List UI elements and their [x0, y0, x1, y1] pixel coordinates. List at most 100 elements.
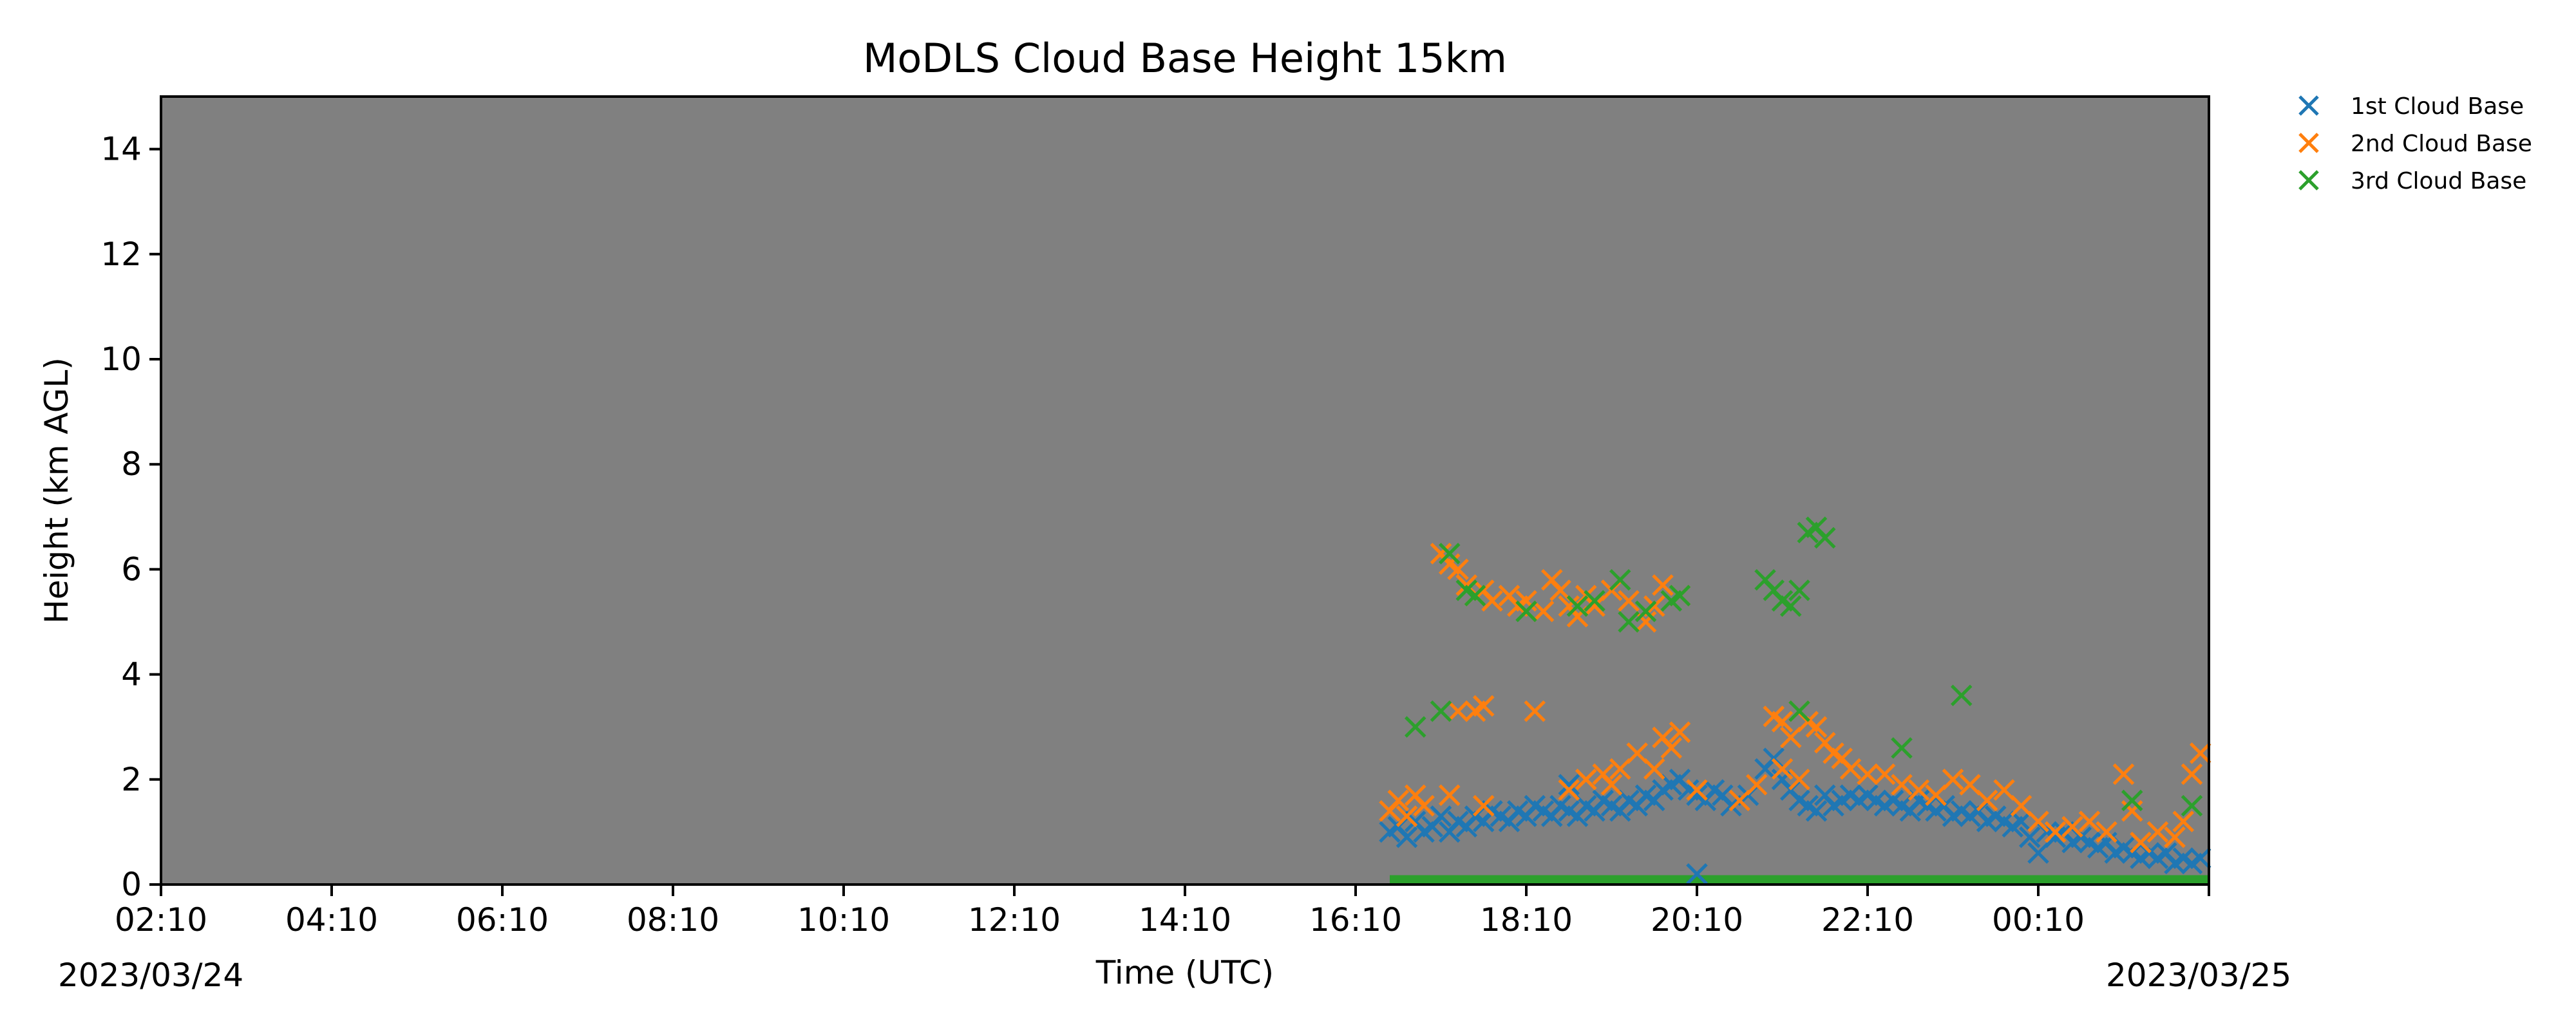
legend-label: 3rd Cloud Base: [2351, 168, 2526, 194]
data-point-series-2: [1532, 600, 1555, 623]
data-point-series-3: [1404, 716, 1426, 738]
data-point-series-2: [2146, 821, 2169, 843]
data-point-series-2: [1524, 700, 1546, 722]
legend-label: 1st Cloud Base: [2351, 93, 2524, 120]
data-point-series-1: [2010, 810, 2032, 832]
data-point-series-2: [2096, 821, 2117, 843]
data-point-series-2: [2189, 742, 2211, 764]
y-tick-label: 12: [100, 236, 142, 273]
data-point-series-2: [1575, 769, 1597, 791]
data-point-series-2: [1626, 742, 1649, 764]
y-axis-label: Height (km AGL): [38, 357, 75, 624]
data-point-series-2: [1993, 779, 2015, 801]
y-tick-label: 6: [121, 550, 142, 588]
scatter-points-layer: [1379, 516, 2211, 885]
x-tick-label: 08:10: [627, 901, 719, 939]
end-date-label: 2023/03/25: [2106, 957, 2291, 994]
data-point-series-2: [1558, 779, 1580, 801]
x-axis-ticks: 02:10 04:10 06:10 08:10 10:10 12:10 14:10 16:10…: [115, 885, 2210, 939]
data-point-series-1: [2027, 842, 2049, 864]
data-point-series-2: [1669, 721, 1691, 744]
data-point-series-2: [1438, 784, 1461, 807]
legend-marker-1: [2298, 95, 2319, 116]
data-point-series-1: [1430, 805, 1452, 827]
data-point-series-2: [1609, 758, 1631, 780]
data-point-series-2: [1643, 758, 1665, 780]
x-tick-label: 10:10: [797, 901, 890, 939]
ground-band-layer: [1390, 875, 2209, 886]
data-point-series-2: [1549, 579, 1571, 601]
ground-band: [1390, 875, 2209, 886]
data-point-series-2: [1959, 774, 1981, 796]
data-point-series-2: [1387, 789, 1410, 812]
data-point-series-1: [1805, 800, 1828, 822]
x-tick-label: 22:10: [1821, 901, 1914, 939]
x-tick-label: 14:10: [1139, 901, 1231, 939]
data-point-series-3: [1779, 595, 1802, 617]
x-tick-label: 20:10: [1651, 901, 1743, 939]
data-point-series-2: [2010, 794, 2032, 817]
data-point-series-2: [2172, 810, 2195, 832]
data-point-series-2: [1839, 758, 1862, 780]
data-point-series-2: [2027, 810, 2049, 832]
data-point-series-1: [1396, 826, 1418, 848]
data-point-series-2: [1515, 590, 1537, 612]
y-tick-label: 14: [100, 131, 142, 168]
data-point-series-2: [1447, 700, 1469, 722]
y-tick-label: 2: [121, 761, 142, 798]
data-point-series-3: [1438, 543, 1461, 565]
plot-area: [160, 95, 2210, 886]
x-tick-label: 04:10: [285, 901, 378, 939]
data-point-series-3: [1891, 737, 1913, 759]
data-point-series-3: [1788, 700, 1810, 722]
data-point-series-2: [2130, 831, 2152, 854]
data-point-series-2: [1728, 789, 1751, 812]
data-point-series-2: [1873, 763, 1896, 785]
start-date-label: 2023/03/24: [58, 957, 243, 994]
data-point-series-2: [1396, 805, 1418, 827]
data-point-series-2: [1745, 774, 1768, 796]
data-point-series-3: [1634, 600, 1657, 623]
x-tick-label: 00:10: [1992, 901, 2085, 939]
data-point-series-2: [1652, 574, 1674, 596]
data-point-series-2: [1925, 784, 1947, 807]
legend-marker-3: [2298, 170, 2319, 191]
data-point-series-2: [1857, 763, 1879, 785]
data-point-series-2: [1942, 769, 1964, 791]
data-point-series-2: [1660, 737, 1683, 759]
x-tick-label: 12:10: [968, 901, 1061, 939]
y-tick-label: 4: [121, 656, 142, 693]
data-point-series-2: [1634, 611, 1657, 633]
data-point-series-2: [1976, 789, 1998, 812]
data-point-series-2: [1891, 774, 1913, 796]
data-point-series-2: [1771, 711, 1794, 733]
data-point-series-2: [1600, 774, 1623, 796]
y-tick-label: 0: [121, 866, 142, 903]
data-point-series-2: [2181, 763, 2203, 785]
x-tick-label: 18:10: [1480, 901, 1573, 939]
data-point-series-3: [1669, 585, 1691, 606]
legend: 1st Cloud Base 2nd Cloud Base 3rd Cloud Ba…: [2298, 93, 2532, 194]
data-point-series-2: [1618, 590, 1640, 612]
data-point-series-2: [1413, 794, 1435, 817]
data-point-series-2: [2061, 816, 2083, 838]
data-point-series-2: [1779, 726, 1802, 749]
x-tick-label: 16:10: [1309, 901, 1402, 939]
data-point-series-2: [1472, 794, 1495, 817]
y-tick-label: 8: [121, 445, 142, 483]
data-point-series-2: [1584, 595, 1605, 617]
y-axis-ticks: 0 2 4 6 8 10 12 14: [100, 131, 161, 903]
x-tick-label: 06:10: [456, 901, 549, 939]
data-point-series-1: [1558, 774, 1580, 796]
data-point-series-2: [2112, 763, 2135, 785]
data-point-series-2: [1908, 779, 1930, 801]
data-point-series-2: [2121, 800, 2143, 822]
data-point-series-2: [1481, 590, 1503, 612]
data-point-series-2: [1447, 558, 1469, 581]
data-point-series-3: [1609, 568, 1631, 591]
data-point-series-3: [1788, 579, 1810, 601]
data-point-series-3: [1566, 595, 1589, 617]
data-point-series-2: [1566, 606, 1589, 628]
data-point-series-2: [2044, 821, 2067, 843]
data-point-series-2: [1788, 769, 1810, 791]
